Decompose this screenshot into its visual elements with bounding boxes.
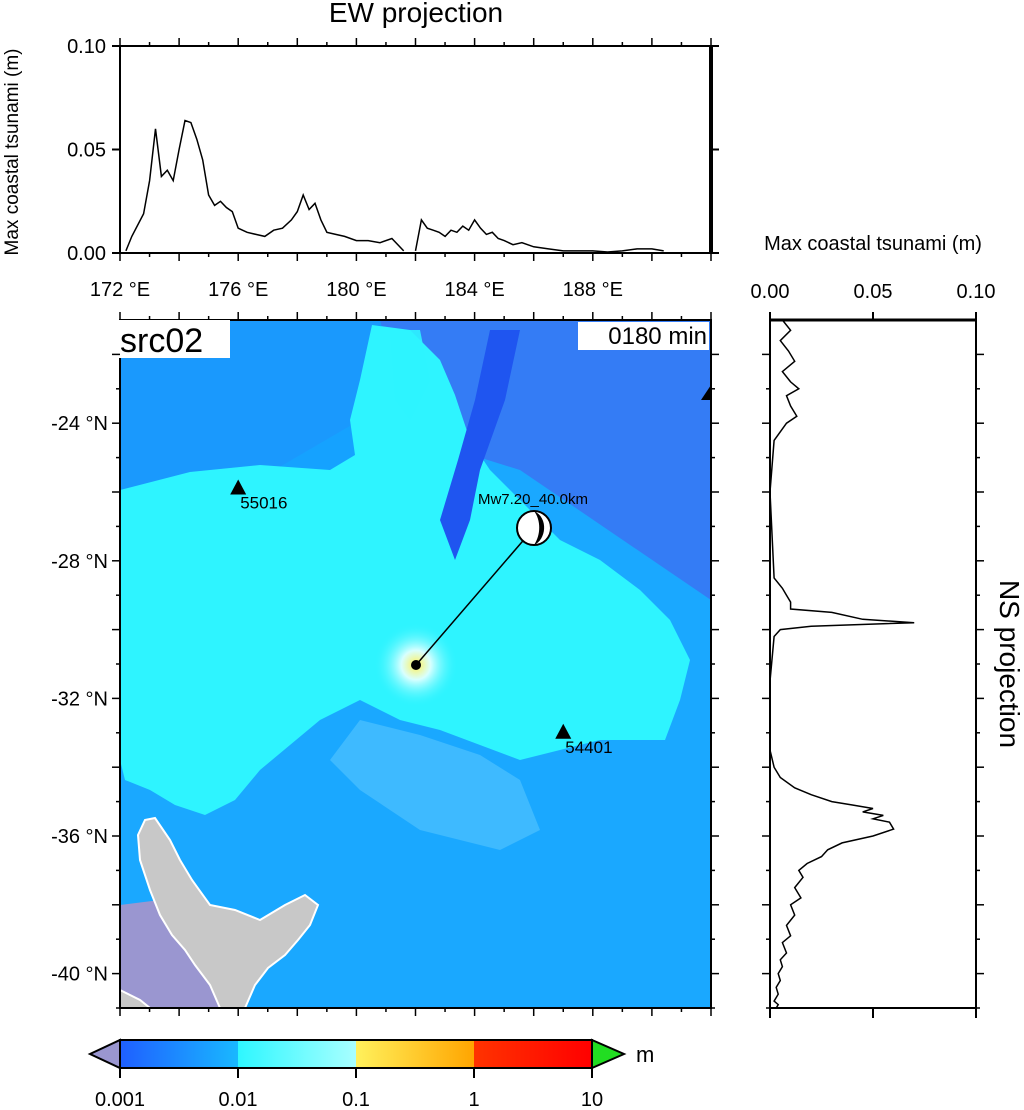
lat-tick-label: -32 °N bbox=[51, 688, 108, 710]
trench bbox=[440, 330, 520, 560]
ns-xtick-label: 0.10 bbox=[957, 281, 996, 303]
focal-line bbox=[415, 527, 535, 666]
station-triangle-icon bbox=[230, 479, 247, 495]
colorbar-tick-label: 1 bbox=[468, 1089, 479, 1110]
ew-series-line-2 bbox=[414, 218, 664, 253]
colorbar-tick-label: 0.01 bbox=[219, 1089, 258, 1110]
ew-xtick-label: 180 °E bbox=[326, 279, 386, 301]
ew-xtick-label: 176 °E bbox=[208, 279, 268, 301]
map-panel: src02 0180 min -24 °N -28 °N -32 °N -36 °N -… bbox=[51, 312, 719, 1016]
colorbar-seg-1 bbox=[120, 1040, 238, 1068]
ns-xtick-label: 0.00 bbox=[751, 281, 790, 303]
tsunami-cyan-zone bbox=[120, 325, 690, 815]
ns-series-line bbox=[769, 319, 915, 1009]
colorbar-under-arrow bbox=[87, 1038, 121, 1070]
colorbar-over-arrow bbox=[591, 1038, 627, 1070]
colorbar-unit: m bbox=[636, 1042, 654, 1067]
ew-ytick-label: 0.05 bbox=[67, 140, 106, 162]
ns-panel-frame bbox=[769, 319, 977, 1009]
ns-panel-title: NS projection bbox=[994, 580, 1024, 748]
colorbar-seg-4 bbox=[474, 1040, 592, 1068]
ew-ytick-label: 0.10 bbox=[67, 36, 106, 58]
ew-panel: EW projection Max coastal tsunami (m) 0.… bbox=[2, 0, 719, 301]
ew-xtick-label: 184 °E bbox=[444, 279, 504, 301]
ns-panel: Max coastal tsunami (m) 0.00 0.05 0.10 NS … bbox=[751, 233, 1024, 1018]
ns-panel-xlabel: Max coastal tsunami (m) bbox=[764, 233, 982, 255]
ew-ytick-label: 0.00 bbox=[67, 243, 106, 265]
ew-xtick-label: 188 °E bbox=[563, 279, 623, 301]
colorbar: m 0.001 0.01 0.1 1 10 bbox=[87, 1038, 654, 1110]
ew-series-line-1 bbox=[125, 119, 405, 252]
station-label: 55016 bbox=[240, 494, 287, 513]
station-triangle-icon bbox=[555, 723, 572, 739]
event-label: Mw7.20_40.0km bbox=[478, 491, 588, 508]
lat-tick-label: -28 °N bbox=[51, 551, 108, 573]
colorbar-tick-label: 0.001 bbox=[95, 1089, 145, 1110]
ew-panel-ylabel: Max coastal tsunami (m) bbox=[2, 49, 23, 256]
colorbar-seg-2 bbox=[238, 1040, 356, 1068]
ew-panel-frame bbox=[119, 45, 712, 254]
ew-xtick-label: 172 °E bbox=[90, 279, 150, 301]
station-triangle-edge bbox=[701, 385, 711, 400]
lat-tick-label: -40 °N bbox=[51, 964, 108, 986]
ns-xtick-label: 0.05 bbox=[854, 281, 893, 303]
colorbar-seg-3 bbox=[356, 1040, 474, 1068]
station-label: 54401 bbox=[565, 738, 612, 757]
focal-mechanism-icon bbox=[516, 510, 552, 546]
colorbar-tick-label: 10 bbox=[581, 1089, 603, 1110]
time-label: 0180 min bbox=[608, 323, 707, 350]
source-label: src02 bbox=[120, 322, 203, 360]
lat-tick-label: -24 °N bbox=[51, 413, 108, 435]
new-zealand-land bbox=[136, 816, 320, 1008]
colorbar-tick-label: 0.1 bbox=[342, 1089, 370, 1110]
lat-tick-label: -36 °N bbox=[51, 826, 108, 848]
epicenter-marker bbox=[411, 660, 421, 670]
ew-panel-title: EW projection bbox=[329, 0, 503, 28]
